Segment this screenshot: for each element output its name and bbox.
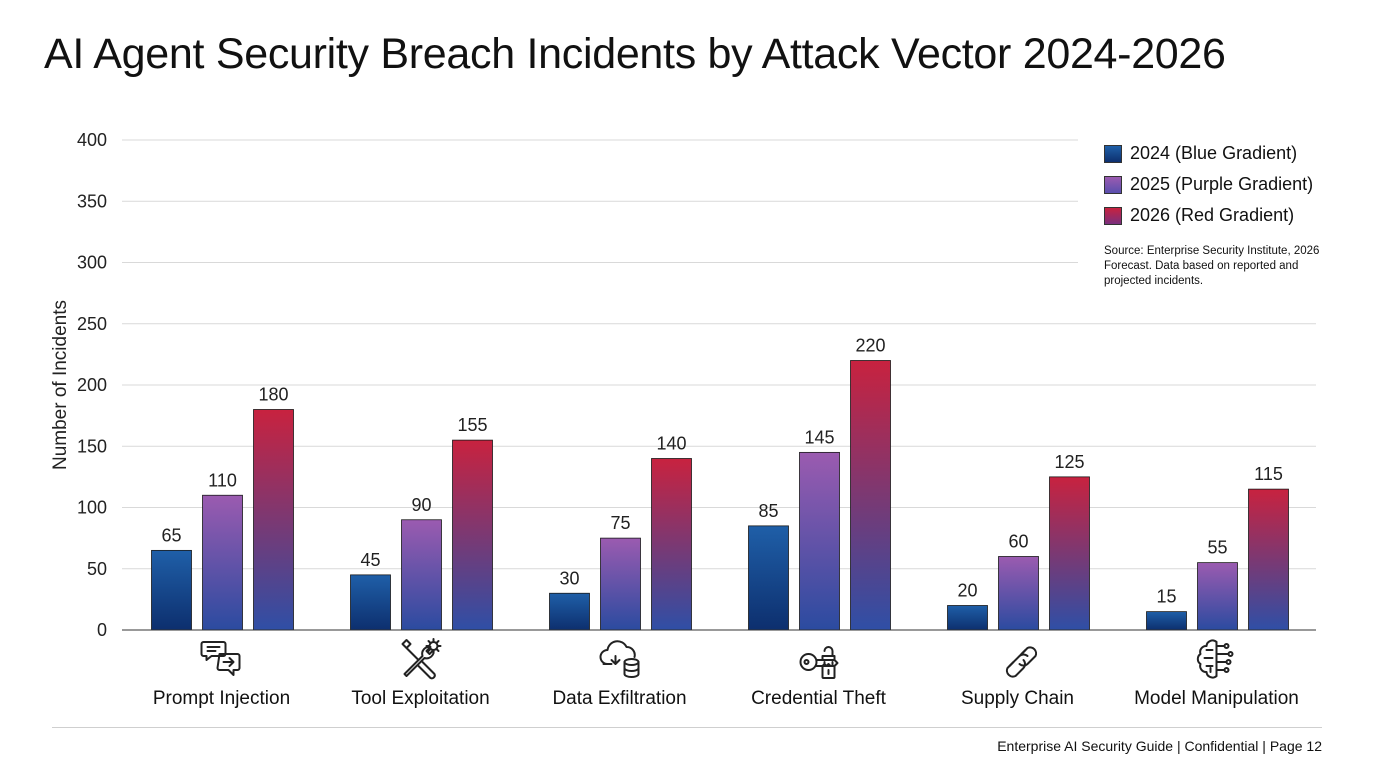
category-label: Data Exfiltration [552,688,686,709]
bar-2-2 [651,458,692,631]
footer-divider [52,727,1322,728]
bar-value-label: 55 [1207,538,1227,558]
bar-1-2 [600,537,641,631]
brain-circuit-icon [1196,639,1234,679]
bar-2-0 [253,409,294,631]
bar-value-label: 85 [758,501,778,521]
bar-0-3 [748,525,789,631]
cloud-database-icon [599,640,640,678]
bars [151,360,1289,631]
y-tick-label: 0 [97,620,107,640]
legend-item-2026: 2026 (Red Gradient) [1104,200,1344,231]
bar-1-0 [202,494,243,631]
bar-value-label: 20 [957,581,977,601]
bar-value-label: 180 [258,385,288,405]
y-axis-label: Number of Incidents [50,300,71,470]
gridlines [122,139,1316,570]
legend-label-2025: 2025 (Purple Gradient) [1130,174,1314,194]
bar-value-label: 155 [457,415,487,435]
category-label: Credential Theft [751,688,887,709]
y-tick-label: 250 [77,314,107,334]
bar-value-label: 220 [855,336,885,356]
bar-0-2 [549,592,590,631]
bar-value-label: 75 [610,513,630,533]
legend-item-2025: 2025 (Purple Gradient) [1104,169,1344,200]
bar-value-label: 110 [208,470,237,490]
legend-label-2024: 2024 (Blue Gradient) [1130,143,1298,163]
legend-item-2024: 2024 (Blue Gradient) [1104,138,1344,169]
wrench-gear-icon [401,638,442,680]
bar-1-3 [799,451,840,631]
category-label: Tool Exploitation [351,688,489,709]
y-tick-label: 50 [87,559,107,579]
legend-swatch-2026 [1104,206,1122,225]
bar-value-label: 30 [559,568,579,588]
y-tick-label: 150 [77,436,107,456]
category-label: Prompt Injection [153,688,290,709]
y-tick-label: 100 [77,498,107,518]
y-tick-label: 400 [77,130,107,150]
bar-value-label: 125 [1054,452,1084,472]
bar-0-1 [350,574,391,631]
bar-1-5 [1197,562,1238,631]
bar-2-5 [1248,488,1289,631]
legend-swatch-2024 [1104,144,1122,163]
chain-link-icon [1005,646,1038,678]
source-note: Source: Enterprise Security Institute, 2… [1104,245,1320,287]
bar-value-label: 45 [360,550,380,570]
page-footer: Enterprise AI Security Guide | Confident… [997,738,1322,754]
bar-value-labels: 65 110 180 45 90 155 30 75 140 85 145 220 20 60 125 15 5… [161,336,1282,607]
y-tick-label: 200 [77,375,107,395]
bar-value-label: 145 [804,427,834,447]
bar-value-label: 65 [161,525,181,545]
bar-0-0 [151,549,192,631]
chat-arrow-icon [200,641,241,676]
bar-2-4 [1049,476,1090,631]
legend: 2024 (Blue Gradient) 2025 (Purple Gradie… [1104,138,1344,231]
bar-0-4 [947,605,988,631]
bar-value-label: 90 [411,495,431,515]
legend-swatch-2025 [1104,175,1122,194]
bar-value-label: 60 [1008,532,1028,552]
page-title: AI Agent Security Breach Incidents by At… [44,30,1226,78]
bar-2-1 [452,439,493,631]
y-tick-label: 350 [77,191,107,211]
category-label: Model Manipulation [1134,688,1299,709]
bar-value-label: 115 [1254,464,1283,484]
category-icons [200,638,1234,680]
legend-label-2026: 2026 (Red Gradient) [1130,205,1295,225]
key-lock-icon [799,646,839,679]
category-labels: Prompt Injection Tool Exploitation Data Ex… [153,688,1299,709]
bar-2-3 [850,360,891,631]
y-axis-ticks: 0 50 100 150 200 250 300 350 400 [77,130,107,640]
category-label: Supply Chain [961,688,1074,709]
bar-1-4 [998,556,1039,631]
bar-1-1 [401,519,442,631]
bar-value-label: 15 [1156,587,1176,607]
y-tick-label: 300 [77,253,107,273]
bar-0-5 [1146,611,1187,631]
bar-value-label: 140 [656,434,686,454]
